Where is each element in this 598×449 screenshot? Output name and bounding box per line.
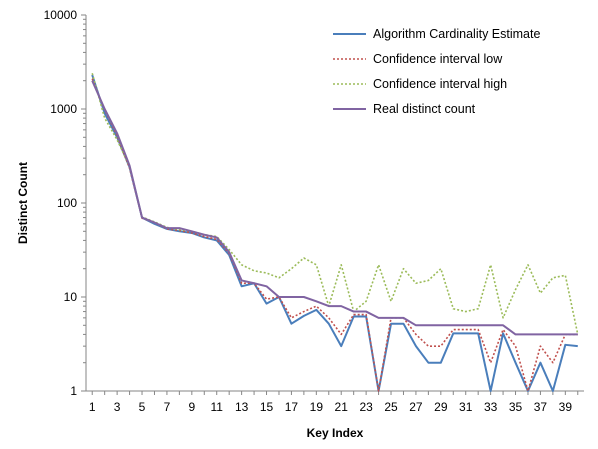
y-tick-label: 1 (70, 384, 77, 398)
y-tick-label: 10 (64, 290, 78, 304)
x-tick-label: 17 (285, 400, 299, 414)
series-line-0 (91, 74, 578, 392)
x-axis-title: Key Index (307, 426, 364, 440)
y-tick-label: 1000 (50, 102, 77, 116)
x-tick-label: 1 (89, 400, 96, 414)
x-tick-label: 27 (409, 400, 423, 414)
x-tick-label: 3 (114, 400, 121, 414)
legend: Algorithm Cardinality Estimate Confidence… (333, 27, 540, 116)
x-axis-ticks: 1 3 5 7 9 11 13 15 17 19 21 23 25 27 29 31 33 35 37 39 (89, 391, 579, 414)
legend-label-2: Confidence interval high (373, 77, 507, 91)
y-axis-title: Distinct Count (16, 162, 30, 244)
x-tick-label: 29 (434, 400, 448, 414)
x-tick-label: 21 (335, 400, 349, 414)
series-line-2 (91, 73, 579, 335)
series-lines (91, 73, 579, 392)
x-tick-label: 19 (310, 400, 324, 414)
legend-label-0: Algorithm Cardinality Estimate (373, 27, 540, 41)
x-tick-label: 31 (459, 400, 473, 414)
y-tick-label: 10000 (44, 8, 78, 22)
x-tick-label: 5 (139, 400, 146, 414)
legend-label-3: Real distinct count (373, 102, 476, 116)
x-tick-label: 33 (484, 400, 498, 414)
x-tick-label: 25 (384, 400, 398, 414)
x-tick-label: 23 (359, 400, 373, 414)
x-tick-label: 9 (188, 400, 195, 414)
x-tick-label: 37 (534, 400, 548, 414)
y-tick-label: 100 (57, 196, 77, 210)
y-axis-ticks: 1 10 100 1000 10000 (44, 8, 86, 398)
x-tick-label: 11 (210, 400, 223, 414)
x-tick-label: 35 (509, 400, 523, 414)
x-tick-label: 13 (235, 400, 249, 414)
x-tick-label: 7 (164, 400, 171, 414)
x-tick-label: 39 (559, 400, 573, 414)
legend-label-1: Confidence interval low (373, 52, 503, 66)
x-tick-label: 15 (260, 400, 274, 414)
series-line-3 (91, 80, 578, 336)
series-line-1 (91, 78, 578, 392)
